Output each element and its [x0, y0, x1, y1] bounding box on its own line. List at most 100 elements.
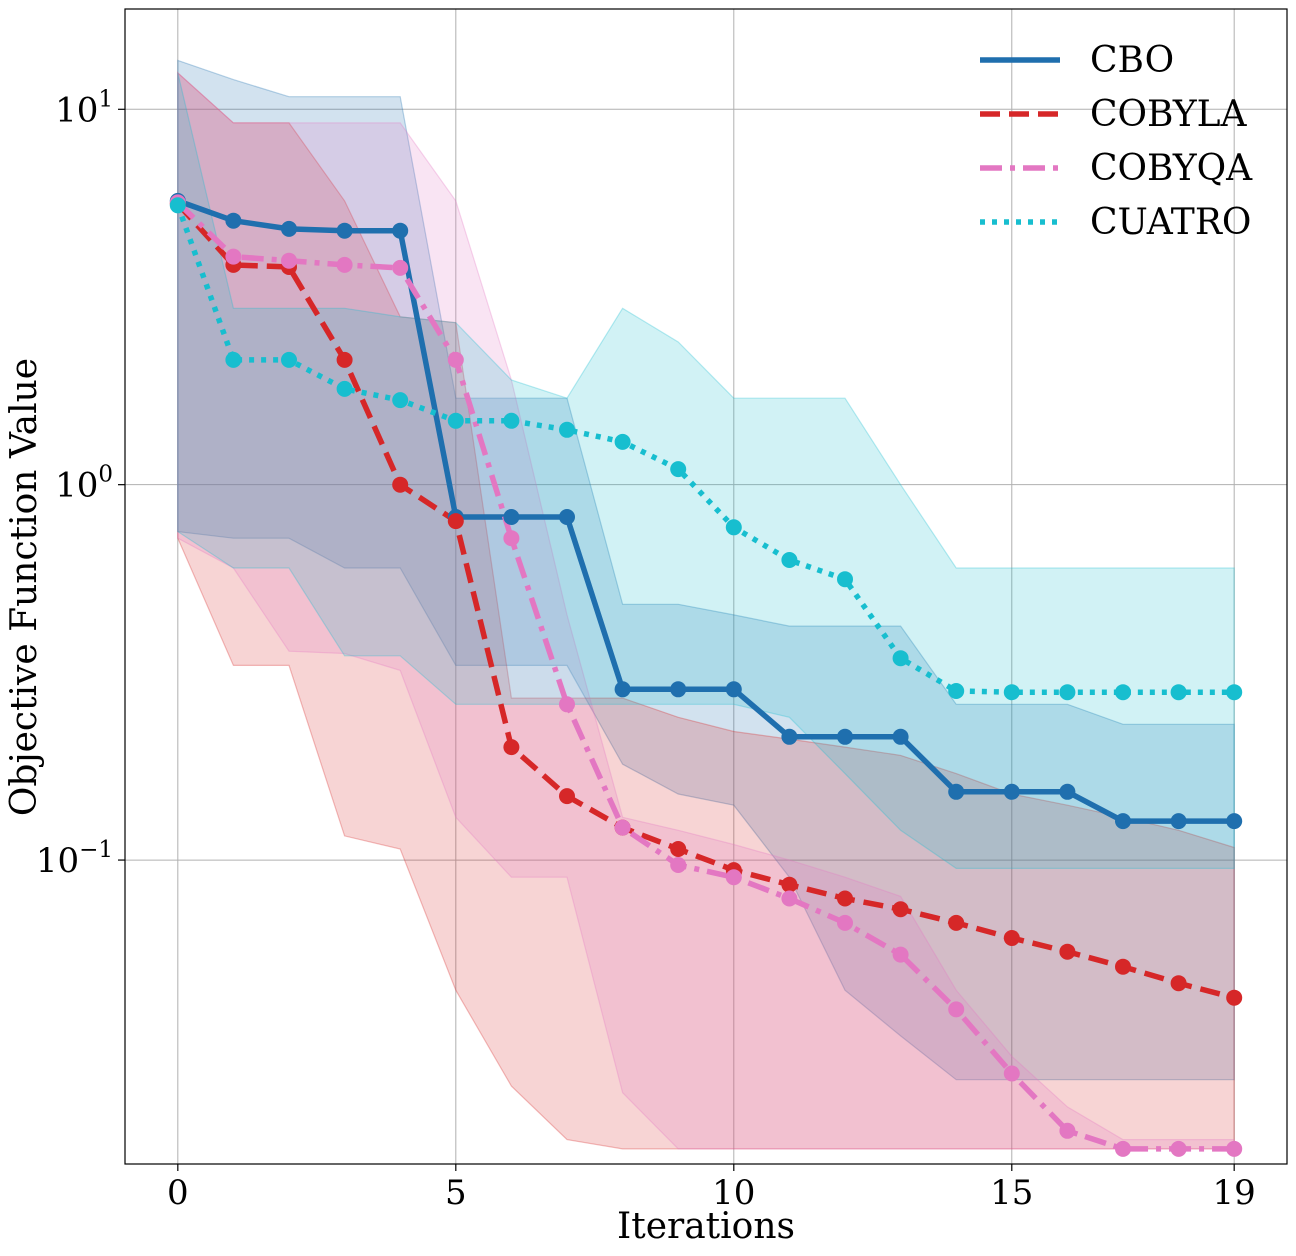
point-cbo: [559, 509, 575, 525]
y-tick-exponent: 1: [98, 86, 113, 112]
plot-frame: [124, 8, 1288, 1165]
point-cobyla: [1115, 958, 1131, 975]
band-cuatro: [177, 72, 1235, 869]
point-cobyqa: [614, 819, 631, 836]
point-cbo: [392, 222, 409, 239]
point-cobyla: [559, 788, 575, 805]
point-cbo: [1226, 813, 1243, 830]
point-cobyqa: [1059, 1122, 1076, 1139]
legend-label-cobyqa: COBYQA: [1090, 148, 1253, 189]
point-cobyqa: [892, 946, 909, 963]
point-cobyla: [948, 914, 965, 931]
point-cbo: [1170, 813, 1187, 830]
point-cobyqa: [948, 1001, 965, 1018]
series-markers: [169, 192, 1243, 1157]
point-cbo: [725, 681, 742, 698]
line-cobyqa: [175, 200, 1235, 1152]
line-cuatro: [175, 204, 1235, 695]
y-tick-label: 10−1: [36, 837, 113, 881]
confidence-bands: [177, 59, 1235, 1150]
point-cobyqa: [1003, 1065, 1020, 1082]
point-cobyqa: [725, 869, 742, 886]
point-cobyqa: [781, 890, 798, 907]
legend-label-cbo: CBO: [1090, 40, 1174, 81]
grid: [125, 9, 1287, 1164]
point-cobyla: [781, 876, 798, 893]
point-cobyqa: [1170, 1140, 1187, 1157]
point-cobyla: [392, 476, 409, 493]
point-cobyla: [1170, 975, 1187, 992]
point-cuatro: [336, 380, 353, 397]
point-cobyla: [1003, 930, 1020, 946]
y-tick-label: 100: [55, 462, 113, 506]
point-cbo: [614, 681, 631, 698]
legend-label-cuatro: CUATRO: [1090, 202, 1251, 243]
point-cobyqa: [1226, 1140, 1243, 1157]
point-cobyqa: [1115, 1140, 1131, 1157]
point-cbo: [1059, 783, 1076, 800]
point-cobyqa: [447, 351, 464, 368]
point-cuatro: [1170, 684, 1187, 701]
point-cuatro: [447, 412, 464, 429]
x-tick-label: 10: [712, 1173, 755, 1213]
x-tick-label: 0: [167, 1173, 189, 1213]
point-cobyla: [1226, 989, 1243, 1006]
series-lines: [175, 198, 1235, 1152]
y-tick-exponent: 0: [98, 462, 113, 488]
point-cobyqa: [281, 252, 297, 269]
point-cobyla: [837, 890, 853, 907]
point-cuatro: [1226, 684, 1243, 701]
point-cbo: [837, 728, 853, 745]
point-cobyla: [1059, 943, 1076, 960]
point-cbo: [781, 728, 798, 745]
y-tick-exponent: −1: [79, 837, 113, 863]
point-cbo: [1115, 813, 1131, 830]
point-cuatro: [1115, 684, 1131, 701]
point-cobyqa: [559, 696, 575, 713]
point-cuatro: [1003, 684, 1020, 701]
point-cbo: [1003, 783, 1020, 800]
point-cbo: [948, 783, 965, 800]
point-cobyla: [670, 841, 687, 857]
y-tick-base: 10: [36, 841, 79, 881]
point-cbo: [892, 728, 909, 745]
point-cobyqa: [503, 530, 520, 547]
point-cuatro: [614, 433, 631, 450]
point-cuatro: [837, 571, 853, 588]
point-cobyqa: [837, 914, 853, 931]
point-cuatro: [169, 197, 186, 214]
legend-label-cobyla: COBYLA: [1090, 94, 1248, 135]
point-cuatro: [781, 552, 798, 568]
point-cobyqa: [225, 248, 242, 265]
point-cobyla: [892, 901, 909, 918]
point-cbo: [336, 222, 353, 239]
point-cobyla: [336, 351, 353, 368]
y-tick-base: 10: [55, 466, 98, 506]
x-tick-label: 15: [990, 1173, 1033, 1213]
point-cuatro: [670, 461, 687, 478]
y-axis-label: Objective Function Value: [4, 358, 45, 816]
line-cobyla: [175, 201, 1235, 1001]
point-cuatro: [503, 412, 520, 429]
point-cbo: [281, 220, 297, 237]
point-cuatro: [559, 421, 575, 438]
y-tick-base: 10: [55, 90, 98, 130]
point-cuatro: [392, 392, 409, 409]
point-cobyla: [447, 513, 464, 530]
point-cuatro: [725, 519, 742, 536]
point-cuatro: [225, 351, 242, 368]
point-cuatro: [281, 351, 297, 368]
point-cbo: [225, 212, 242, 229]
point-cuatro: [892, 650, 909, 667]
point-cobyqa: [670, 857, 687, 873]
point-cbo: [670, 681, 687, 698]
point-cuatro: [948, 683, 965, 699]
point-cobyqa: [336, 256, 353, 273]
point-cobyla: [503, 739, 520, 756]
point-cobyqa: [392, 259, 409, 276]
point-cuatro: [1059, 684, 1076, 701]
point-cbo: [503, 509, 520, 525]
x-tick-label: 19: [1213, 1173, 1256, 1213]
